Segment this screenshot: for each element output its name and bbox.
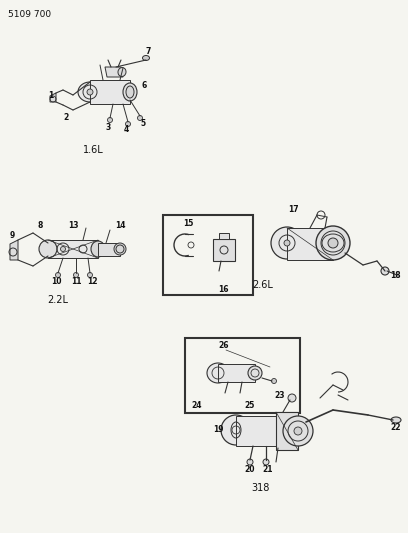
Circle shape <box>87 272 93 278</box>
Text: 318: 318 <box>251 483 269 493</box>
Text: 22: 22 <box>391 424 401 432</box>
Circle shape <box>87 89 93 95</box>
Circle shape <box>294 427 302 435</box>
Ellipse shape <box>91 241 105 257</box>
Ellipse shape <box>316 226 350 260</box>
Text: 20: 20 <box>245 465 255 474</box>
Polygon shape <box>287 228 333 260</box>
Ellipse shape <box>207 363 229 383</box>
Text: 5: 5 <box>140 119 146 128</box>
Text: 13: 13 <box>68 222 78 230</box>
Text: 2.6L: 2.6L <box>253 280 273 290</box>
Text: 11: 11 <box>71 278 81 287</box>
Circle shape <box>263 459 269 465</box>
Ellipse shape <box>126 86 134 98</box>
Text: 16: 16 <box>218 286 228 295</box>
Circle shape <box>126 122 131 126</box>
Ellipse shape <box>248 366 262 380</box>
Circle shape <box>73 272 78 278</box>
Ellipse shape <box>123 83 137 101</box>
Polygon shape <box>98 243 120 256</box>
Text: 21: 21 <box>263 465 273 474</box>
Circle shape <box>381 267 389 275</box>
Text: 19: 19 <box>213 425 223 434</box>
Bar <box>163 215 253 295</box>
Ellipse shape <box>39 240 57 258</box>
Polygon shape <box>105 67 123 77</box>
Ellipse shape <box>114 243 126 255</box>
Bar <box>185 338 300 413</box>
Text: 23: 23 <box>275 392 285 400</box>
Polygon shape <box>213 239 235 261</box>
Circle shape <box>60 246 66 252</box>
Ellipse shape <box>391 417 401 423</box>
Polygon shape <box>50 93 56 102</box>
Ellipse shape <box>271 227 303 259</box>
Text: 9: 9 <box>9 231 15 240</box>
Text: 15: 15 <box>183 219 193 228</box>
Text: 1.6L: 1.6L <box>83 145 103 155</box>
Text: 2: 2 <box>63 114 69 123</box>
Circle shape <box>107 117 113 123</box>
Polygon shape <box>10 240 18 260</box>
Circle shape <box>284 240 290 246</box>
Text: 12: 12 <box>87 278 97 287</box>
Circle shape <box>328 238 338 248</box>
Ellipse shape <box>221 415 251 445</box>
Text: 26: 26 <box>219 342 229 351</box>
Polygon shape <box>236 416 276 446</box>
Text: 3: 3 <box>105 124 111 133</box>
Ellipse shape <box>78 82 102 102</box>
Polygon shape <box>276 412 298 450</box>
Circle shape <box>271 378 277 384</box>
Text: 4: 4 <box>123 125 129 134</box>
Text: 24: 24 <box>192 400 202 409</box>
Circle shape <box>288 394 296 402</box>
Text: 6: 6 <box>142 80 146 90</box>
Circle shape <box>137 116 142 120</box>
Text: 14: 14 <box>115 222 125 230</box>
Polygon shape <box>219 233 229 239</box>
Text: 17: 17 <box>288 206 298 214</box>
Circle shape <box>55 272 60 278</box>
Circle shape <box>247 459 253 465</box>
Text: 5109 700: 5109 700 <box>8 10 51 19</box>
Text: 1: 1 <box>49 91 53 100</box>
Ellipse shape <box>142 55 149 61</box>
Polygon shape <box>218 364 255 382</box>
Polygon shape <box>48 240 98 258</box>
Ellipse shape <box>283 416 313 446</box>
Text: 18: 18 <box>390 271 400 279</box>
Text: 7: 7 <box>145 47 151 56</box>
Text: 2.2L: 2.2L <box>47 295 69 305</box>
Polygon shape <box>90 80 130 104</box>
Text: 8: 8 <box>37 222 43 230</box>
Text: 25: 25 <box>245 400 255 409</box>
Ellipse shape <box>118 68 126 77</box>
Text: 10: 10 <box>51 278 61 287</box>
